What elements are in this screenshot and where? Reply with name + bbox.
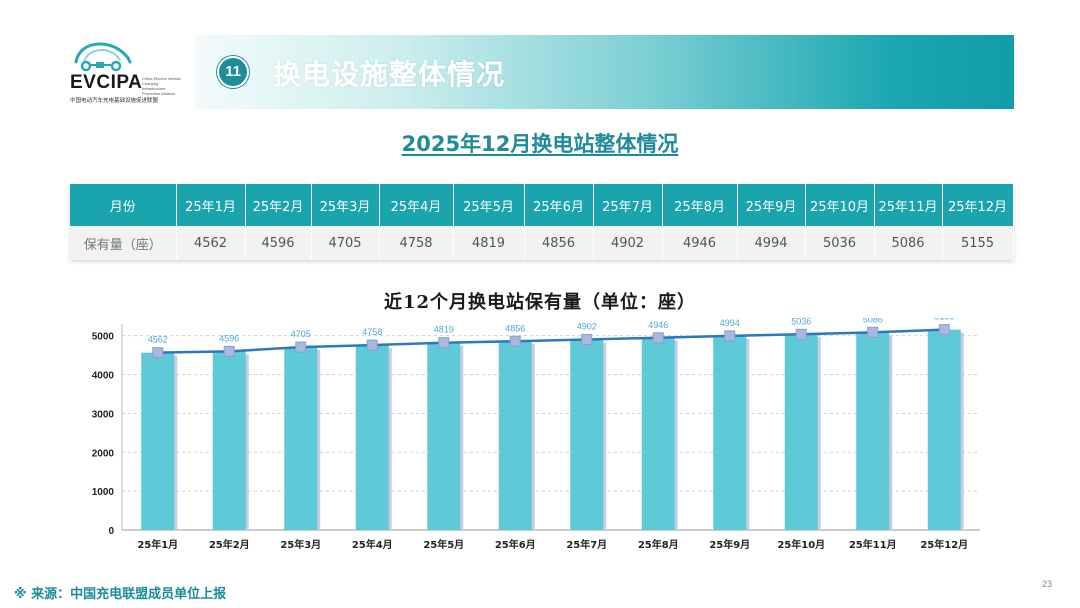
section-title: 换电设施整体情况 (273, 58, 506, 91)
bar (641, 337, 675, 530)
table-header-cell: 25年8月 (662, 184, 738, 226)
car-plug-logo-icon (74, 42, 132, 72)
table-header-cell: 25年3月 (311, 184, 380, 226)
y-tick-label: 5000 (92, 332, 115, 343)
table-cell: 5086 (874, 226, 943, 260)
table-header-month: 月份 (70, 184, 177, 226)
line-marker (223, 345, 235, 357)
series-line (157, 328, 945, 354)
logo-english-text: China Electric Vehicle Charging Infrastr… (142, 76, 181, 96)
x-tick-label: 25年3月 (280, 538, 321, 551)
bar (212, 351, 246, 530)
y-tick-label: 0 (108, 526, 114, 537)
line-marker (366, 339, 378, 351)
table-cell: 4562 (176, 226, 246, 260)
table-row-label: 保有量（座） (70, 226, 177, 260)
data-label: 4856 (505, 323, 525, 333)
table-cell: 4596 (245, 226, 312, 260)
data-label: 4819 (434, 325, 454, 335)
x-tick-label: 25年9月 (709, 538, 750, 551)
table-cell: 5155 (942, 226, 1014, 260)
x-tick-label: 25年8月 (638, 538, 679, 551)
y-tick-label: 4000 (92, 371, 115, 382)
table-header-cell: 25年7月 (593, 184, 663, 226)
bar (284, 347, 318, 530)
table-cell: 4705 (311, 226, 380, 260)
evcipa-logo: EVCIPA China Electric Vehicle Charging I… (66, 40, 181, 106)
chart-title: 近12个月换电站保有量（单位：座） (383, 292, 697, 313)
table-cell: 4994 (737, 226, 806, 260)
x-tick-label: 25年2月 (209, 538, 250, 551)
data-label: 5036 (791, 318, 811, 326)
table-header-cell: 25年6月 (524, 184, 594, 226)
data-label: 4758 (362, 327, 382, 337)
line-marker (152, 347, 164, 359)
x-tick-label: 25年4月 (352, 538, 393, 551)
bar (856, 332, 890, 530)
data-label: 5086 (863, 318, 883, 324)
line-marker (724, 330, 736, 342)
page-subtitle: 2025年12月换电站整体情况 (401, 132, 679, 156)
table-cell: 4902 (593, 226, 663, 260)
data-label: 4562 (148, 335, 168, 345)
bar (141, 352, 175, 530)
logo-chinese-text: 中国电动汽车充电基础设施促进联盟 (70, 98, 159, 104)
line-marker (652, 332, 664, 344)
table-cell: 4856 (524, 226, 594, 260)
x-tick-label: 25年1月 (137, 538, 178, 551)
section-number-badge: 11 (217, 56, 249, 88)
table-header-cell: 25年9月 (737, 184, 806, 226)
station-count-chart: 0 1000 2000 3000 4000 5000 4562 4596 4705 4758 481… (92, 318, 980, 551)
data-label: 4596 (219, 333, 239, 343)
table-header-cell: 25年11月 (874, 184, 943, 226)
table-header-cell: 25年10月 (805, 184, 875, 226)
x-tick-label: 25年12月 (920, 538, 968, 551)
source-note: ※ 来源：中国充电联盟成员单位上报 (14, 587, 227, 602)
table-cell: 4758 (379, 226, 454, 260)
bar (355, 345, 389, 530)
bar (427, 342, 461, 530)
table-row: 保有量（座） 4562 4596 4705 4758 4819 4856 4902 4946 4… (70, 226, 1014, 260)
table-cell: 4946 (662, 226, 738, 260)
x-tick-label: 25年11月 (849, 538, 897, 551)
data-label: 4902 (577, 321, 597, 331)
x-tick-label: 25年7月 (566, 538, 607, 551)
line-marker (509, 335, 521, 347)
y-tick-label: 1000 (92, 487, 115, 498)
page-number: 23 (1042, 579, 1053, 589)
data-label: 4946 (648, 320, 668, 330)
logo-name: EVCIPA (70, 72, 143, 93)
table-header-cell: 25年5月 (453, 184, 525, 226)
table-header-cell: 25年4月 (379, 184, 454, 226)
y-tick-label: 3000 (92, 409, 115, 420)
table-header-cell: 25年12月 (942, 184, 1014, 226)
table-header-cell: 25年2月 (245, 184, 312, 226)
line-marker (581, 333, 593, 345)
data-label: 5155 (934, 318, 954, 322)
bar (784, 334, 818, 530)
table-header-row: 月份 25年1月 25年2月 25年3月 25年4月 25年5月 25年6月 25年7月 25… (70, 184, 1014, 226)
table-cell: 4819 (453, 226, 525, 260)
bar (713, 335, 747, 530)
line-marker (438, 337, 450, 349)
bar (927, 329, 961, 530)
data-label: 4994 (720, 318, 740, 328)
y-tick-label: 2000 (92, 448, 115, 459)
x-tick-label: 25年6月 (495, 538, 536, 551)
data-label: 4705 (291, 329, 311, 339)
x-tick-label: 25年5月 (423, 538, 464, 551)
table-cell: 5036 (805, 226, 875, 260)
table-header-cell: 25年1月 (176, 184, 246, 226)
bar (498, 341, 532, 530)
line-marker (938, 324, 950, 336)
line-marker (795, 328, 807, 340)
monthly-data-table: 月份 25年1月 25年2月 25年3月 25年4月 25年5月 25年6月 25年7月 25… (70, 184, 1014, 260)
x-tick-label: 25年10月 (777, 538, 825, 551)
section-banner: 11 换电设施整体情况 (195, 35, 1014, 109)
bar (570, 339, 604, 530)
line-marker (295, 341, 307, 353)
line-marker (867, 326, 879, 338)
